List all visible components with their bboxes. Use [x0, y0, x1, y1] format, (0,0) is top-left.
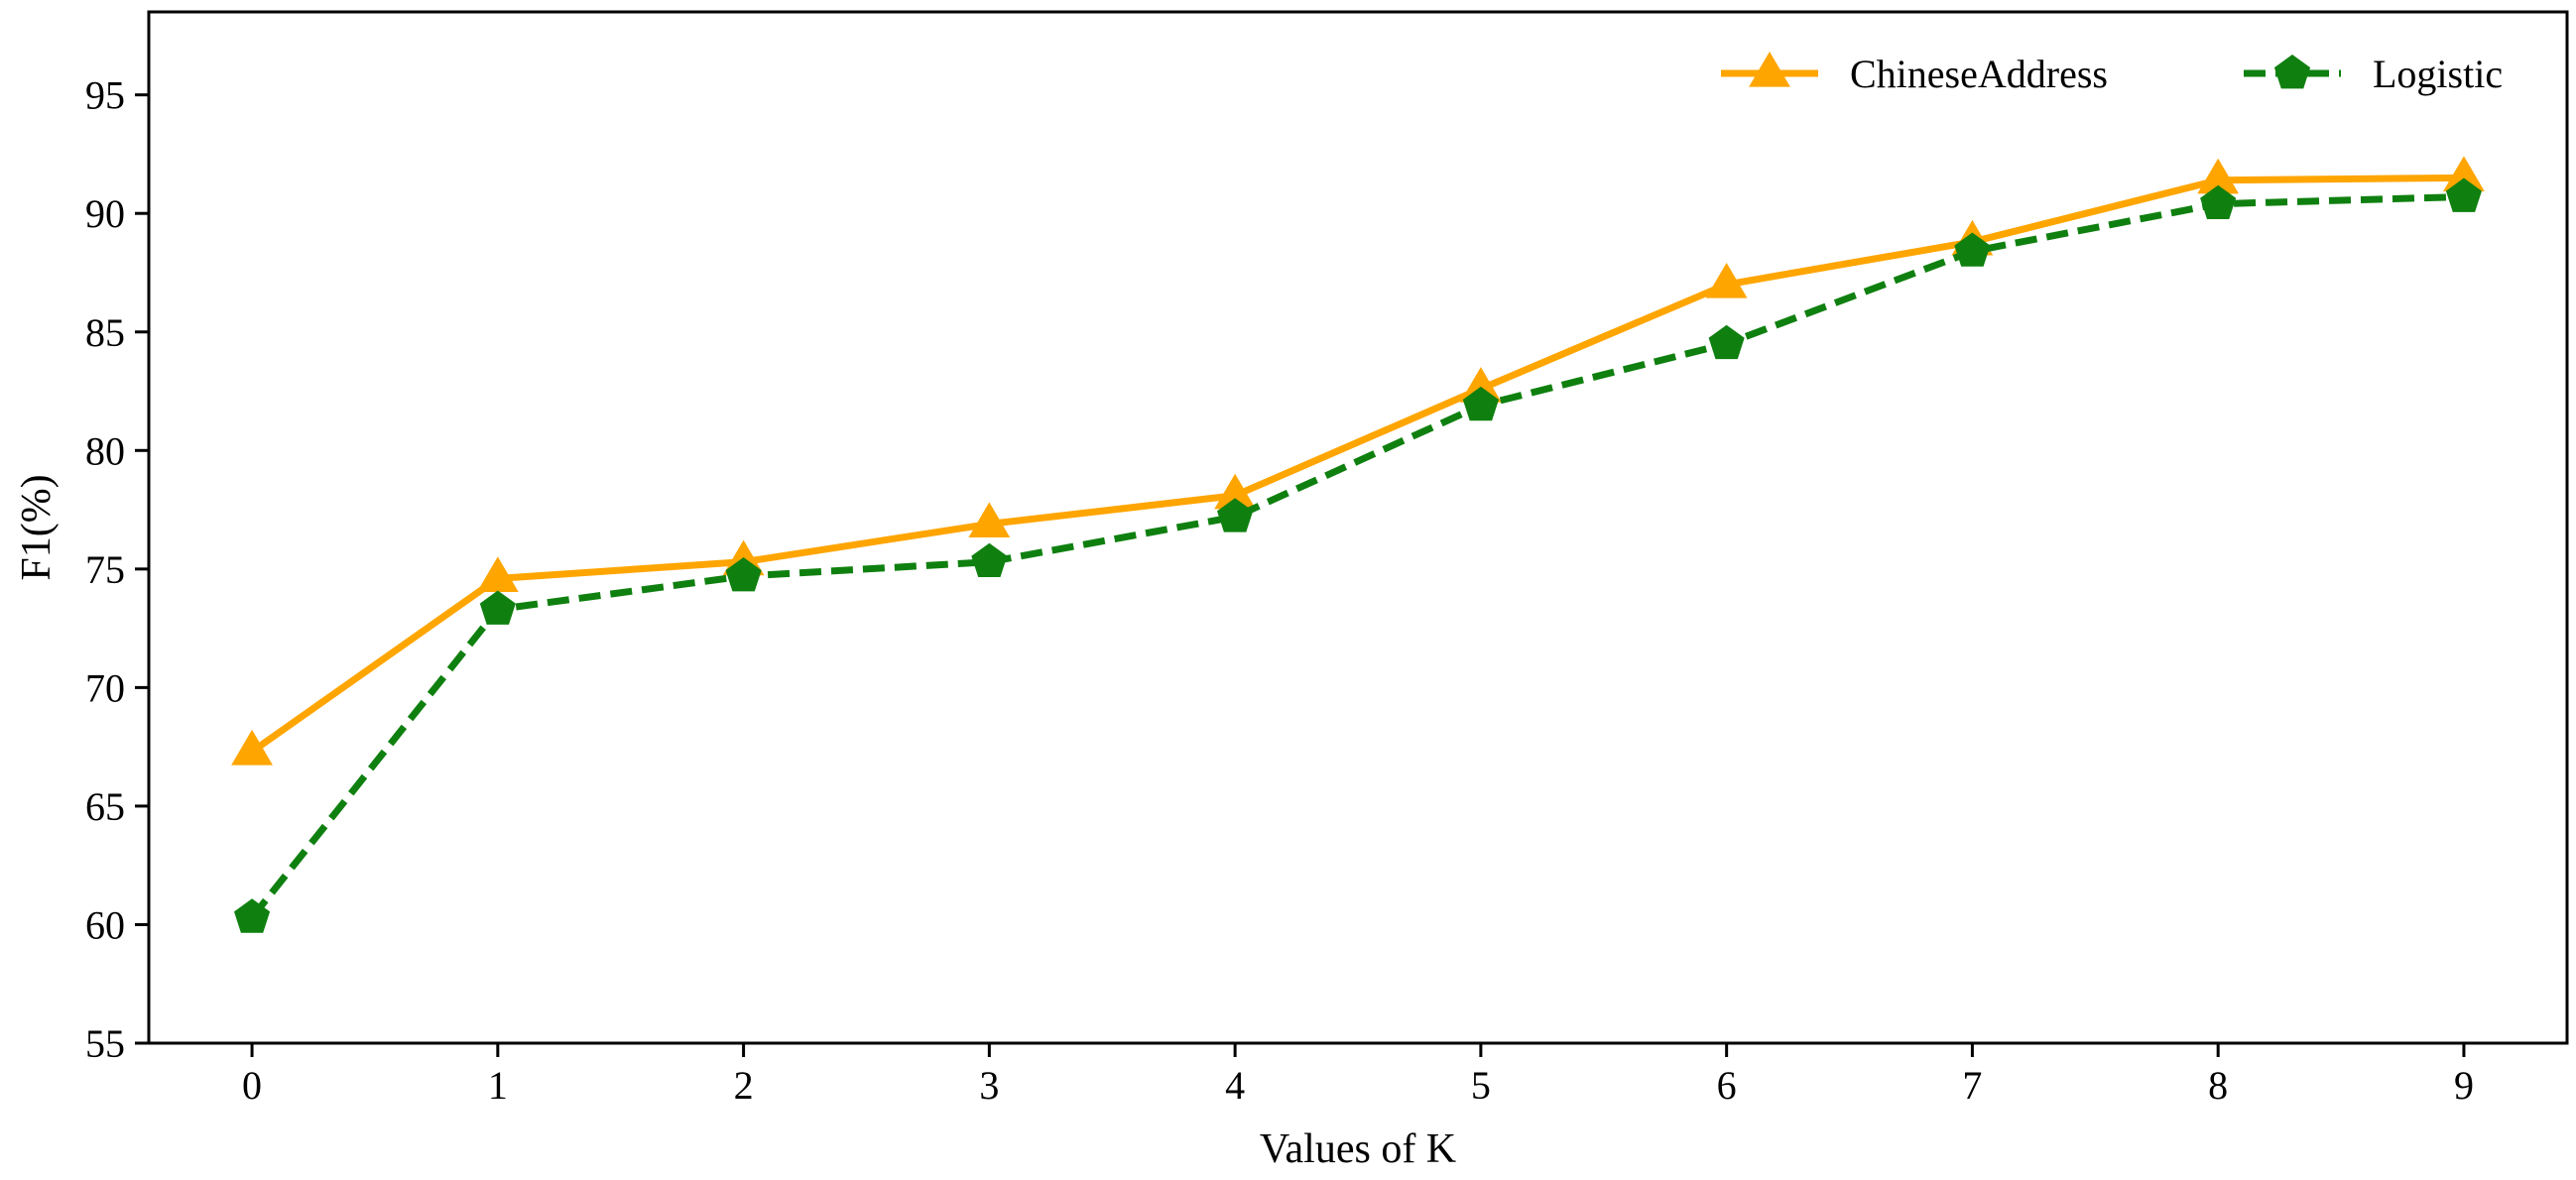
legend-item-chineseaddress: ChineseAddress	[1721, 52, 2108, 96]
data-point-chineseaddress	[1214, 473, 1257, 510]
y-tick-label: 75	[85, 547, 125, 592]
data-point-logistic	[1217, 498, 1254, 532]
data-point-logistic	[2445, 177, 2482, 212]
data-point-logistic	[479, 590, 516, 625]
x-tick-label: 5	[1471, 1063, 1491, 1108]
data-point-logistic	[1462, 386, 1499, 421]
legend-label-chineseaddress: ChineseAddress	[1850, 52, 2108, 96]
x-tick-label: 7	[1962, 1063, 1982, 1108]
legend-item-logistic: Logistic	[2244, 52, 2503, 96]
y-tick-label: 95	[85, 73, 125, 118]
x-tick-label: 4	[1225, 1063, 1245, 1108]
data-point-chineseaddress	[968, 502, 1011, 538]
data-point-chineseaddress	[1705, 262, 1748, 298]
data-point-logistic	[234, 898, 271, 933]
plot-area	[231, 156, 2485, 933]
y-axis-label: F1(%)	[14, 474, 60, 580]
y-tick-label: 55	[85, 1021, 125, 1066]
series-line-logistic	[249, 192, 2465, 920]
data-point-logistic	[1954, 232, 1991, 267]
y-axis: 55 60 65 70 75 80 85 90 95	[85, 73, 149, 1066]
y-tick-label: 60	[85, 902, 125, 947]
x-tick-label: 3	[979, 1063, 999, 1108]
x-tick-label: 2	[734, 1063, 754, 1108]
data-point-logistic	[1708, 324, 1745, 360]
y-tick-label: 85	[85, 310, 125, 355]
data-point-chineseaddress	[2443, 156, 2485, 191]
series-line-chineseaddress	[250, 174, 2464, 755]
x-axis: 0 1 2 3 4 5 6 7 8 9	[242, 1043, 2474, 1108]
legend-marker-pentagon-icon	[2273, 55, 2311, 89]
legend-marker-triangle-icon	[1749, 52, 1790, 87]
y-tick-label: 90	[85, 191, 125, 236]
data-point-logistic	[725, 557, 762, 592]
data-point-chineseaddress	[2197, 158, 2240, 194]
y-tick-label: 65	[85, 784, 125, 829]
data-point-chineseaddress	[231, 729, 273, 766]
x-tick-label: 6	[1717, 1063, 1737, 1108]
x-tick-label: 9	[2454, 1063, 2474, 1108]
y-tick-label: 80	[85, 428, 125, 473]
y-tick-label: 70	[85, 665, 125, 710]
x-axis-label: Values of K	[1260, 1126, 1456, 1172]
legend: ChineseAddress Logistic	[1721, 52, 2503, 96]
data-point-chineseaddress	[476, 556, 519, 593]
legend-label-logistic: Logistic	[2373, 52, 2503, 96]
x-tick-label: 0	[242, 1063, 262, 1108]
data-point-logistic	[2200, 184, 2237, 219]
data-point-logistic	[971, 542, 1008, 577]
data-point-chineseaddress	[1459, 367, 1502, 403]
x-tick-label: 8	[2208, 1063, 2228, 1108]
plot-frame	[147, 10, 2569, 1045]
x-tick-label: 1	[488, 1063, 508, 1108]
